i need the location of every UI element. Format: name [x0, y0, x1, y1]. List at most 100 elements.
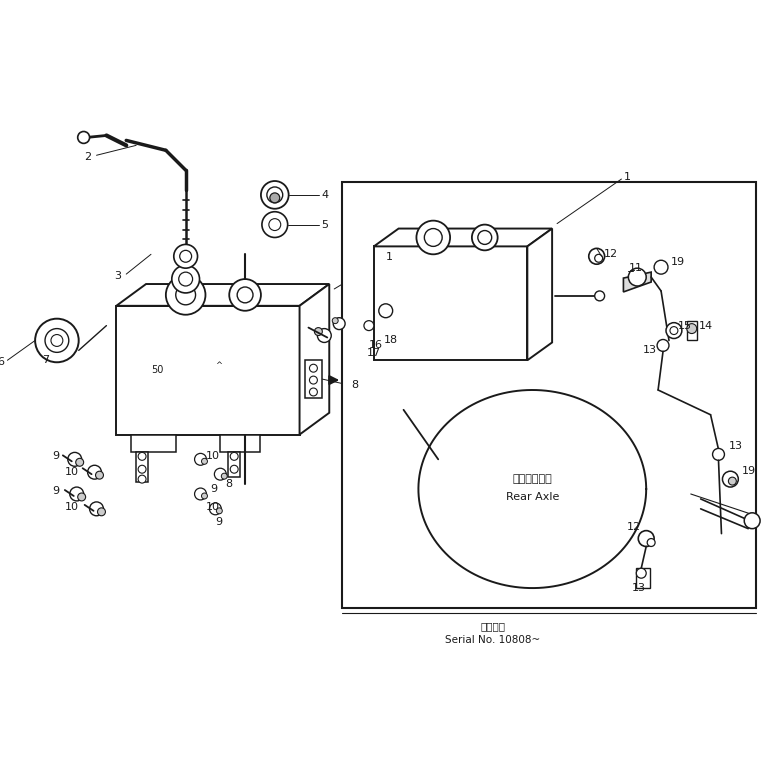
Bar	[342, 182, 756, 608]
Text: 9: 9	[52, 451, 59, 461]
Text: 16: 16	[369, 340, 383, 351]
Circle shape	[68, 453, 82, 467]
Circle shape	[654, 260, 668, 274]
Text: 13: 13	[643, 345, 658, 355]
Text: 9: 9	[216, 516, 223, 527]
Text: 9: 9	[210, 484, 218, 494]
Text: 12: 12	[604, 249, 618, 259]
Circle shape	[230, 453, 238, 460]
Circle shape	[317, 329, 331, 343]
Circle shape	[237, 287, 253, 303]
Circle shape	[310, 376, 317, 384]
Circle shape	[172, 265, 199, 293]
Circle shape	[722, 471, 738, 487]
Circle shape	[728, 478, 736, 485]
Circle shape	[670, 326, 678, 334]
Circle shape	[202, 493, 207, 499]
Bar	[636, 568, 650, 588]
Circle shape	[636, 568, 646, 578]
Circle shape	[70, 487, 84, 501]
Text: 11: 11	[628, 263, 642, 273]
Circle shape	[314, 328, 323, 336]
Circle shape	[594, 291, 604, 301]
Circle shape	[138, 465, 146, 473]
Circle shape	[138, 453, 146, 460]
Circle shape	[202, 458, 207, 464]
Circle shape	[195, 453, 206, 465]
Text: 9: 9	[52, 486, 59, 496]
Circle shape	[179, 250, 192, 263]
Circle shape	[261, 181, 289, 209]
Text: 10: 10	[65, 467, 79, 478]
Circle shape	[589, 249, 604, 264]
Text: 17: 17	[367, 348, 381, 358]
Circle shape	[657, 340, 669, 351]
Bar	[304, 360, 323, 398]
Circle shape	[95, 471, 103, 479]
Circle shape	[332, 318, 338, 323]
Polygon shape	[624, 272, 651, 292]
Circle shape	[216, 508, 223, 514]
Circle shape	[424, 228, 442, 246]
Circle shape	[229, 279, 261, 311]
Text: 5: 5	[321, 220, 328, 230]
Circle shape	[648, 538, 655, 547]
Circle shape	[179, 272, 192, 286]
Text: 19: 19	[742, 466, 756, 476]
Bar	[228, 453, 240, 478]
Text: 10: 10	[65, 502, 79, 512]
Text: 50: 50	[151, 365, 163, 375]
Circle shape	[88, 465, 102, 479]
Circle shape	[45, 329, 69, 352]
Circle shape	[310, 388, 317, 396]
Text: リヤアクスル: リヤアクスル	[512, 474, 552, 484]
Circle shape	[310, 365, 317, 372]
Polygon shape	[300, 284, 330, 435]
Bar	[136, 453, 148, 482]
Text: 19: 19	[671, 257, 685, 267]
Circle shape	[594, 254, 603, 263]
Circle shape	[638, 530, 654, 547]
Text: 4: 4	[321, 190, 329, 200]
Text: 13: 13	[728, 442, 742, 452]
Polygon shape	[374, 228, 552, 246]
Text: Serial No. 10808~: Serial No. 10808~	[445, 635, 541, 644]
Circle shape	[89, 502, 103, 516]
Bar	[220, 435, 260, 453]
Circle shape	[364, 321, 374, 330]
Circle shape	[269, 219, 281, 231]
Bar	[131, 435, 176, 453]
Circle shape	[712, 449, 725, 460]
Text: 6: 6	[0, 358, 5, 367]
Text: 1: 1	[624, 172, 631, 182]
Circle shape	[209, 503, 221, 515]
Circle shape	[687, 323, 697, 333]
Text: 10: 10	[206, 451, 219, 461]
Text: ^: ^	[216, 361, 223, 370]
Circle shape	[333, 318, 345, 330]
Circle shape	[78, 132, 89, 143]
Circle shape	[267, 187, 283, 203]
Circle shape	[472, 224, 497, 250]
Text: 12: 12	[626, 522, 641, 532]
Circle shape	[270, 193, 280, 203]
Circle shape	[221, 473, 227, 479]
Bar	[687, 321, 697, 340]
Text: 3: 3	[114, 271, 122, 281]
Circle shape	[166, 275, 206, 315]
Text: 7: 7	[42, 355, 49, 365]
Circle shape	[628, 268, 646, 286]
Text: 18: 18	[383, 336, 398, 345]
Circle shape	[138, 475, 146, 483]
Circle shape	[98, 508, 105, 516]
Polygon shape	[527, 228, 552, 360]
Circle shape	[195, 488, 206, 500]
Circle shape	[78, 493, 85, 501]
Text: 1: 1	[386, 252, 393, 263]
Circle shape	[666, 323, 682, 339]
Circle shape	[478, 231, 492, 245]
Circle shape	[35, 319, 79, 362]
Circle shape	[214, 468, 226, 480]
Circle shape	[745, 513, 760, 529]
Circle shape	[230, 465, 238, 473]
